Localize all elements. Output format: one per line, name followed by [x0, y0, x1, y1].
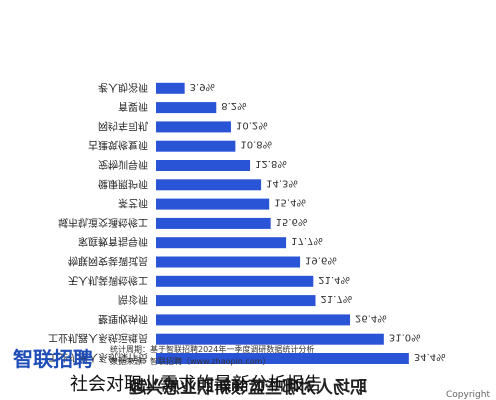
- category-label: 健康照护师: [98, 177, 148, 190]
- bar: [156, 140, 236, 152]
- bar: [156, 295, 316, 307]
- value-label: 34.4%: [414, 351, 446, 362]
- bar: [156, 275, 314, 287]
- value-label: 14.3%: [266, 177, 298, 188]
- value-label: 10.2%: [236, 119, 268, 130]
- bar: [156, 121, 231, 133]
- category-label: 宠物训导师: [98, 158, 148, 171]
- bar: [156, 314, 351, 326]
- value-label: 21.4%: [318, 274, 350, 285]
- value-label: 8.2%: [221, 100, 246, 111]
- bar: [156, 179, 262, 191]
- copyright: Copyright: [446, 390, 490, 400]
- value-label: 17.7%: [291, 235, 323, 246]
- value-label: 15.4%: [274, 197, 306, 208]
- category-label: 物联网安装调试员: [68, 255, 148, 268]
- category-label: 城市轨道交通检修工: [58, 216, 148, 229]
- category-label: 老人助浴师: [98, 81, 148, 94]
- bar: [156, 256, 301, 268]
- bar: [156, 160, 251, 171]
- bar: [156, 198, 270, 210]
- value-label: 31.0%: [389, 332, 421, 343]
- category-label: 网约车司机: [98, 119, 148, 132]
- bar: [156, 333, 384, 345]
- bar: [156, 217, 271, 229]
- caption: 社会对职业需求的最新分析报告: [70, 374, 322, 395]
- category-label: 无人机装调检修工: [68, 274, 148, 287]
- category-label: 陪诊师: [118, 293, 148, 306]
- category-label: 古建筑修复师: [88, 139, 148, 152]
- data-source: 数据来源：智联招聘（www.zhaopin.com）: [110, 357, 271, 366]
- category-label: 整理收纳师: [98, 312, 148, 325]
- category-label: 育婴师: [118, 100, 148, 113]
- value-label: 19.6%: [305, 255, 337, 266]
- bar: [156, 237, 287, 249]
- value-label: 21.7%: [320, 293, 352, 304]
- bar-chart: 工业机器人系统操作员 34.4% 工业机器人系统运维员 31.0% 整理收纳师 26.4%…: [48, 81, 446, 364]
- value-label: 3.9%: [190, 81, 215, 92]
- value-label: 15.6%: [276, 216, 308, 227]
- value-label: 10.8%: [240, 139, 272, 150]
- footer: 智联招聘 统计周期：基于智联招聘2024年一季度调研数据统计分析 数据来源：智联…: [0, 338, 496, 400]
- bar: [156, 353, 409, 364]
- category-label: 工业机器人系统运维员: [48, 332, 148, 345]
- value-label: 12.8%: [255, 158, 287, 169]
- category-label: 工业机器人系统操作员: [48, 351, 148, 364]
- brand-logo: 智联招聘: [13, 346, 93, 371]
- category-label: 家庭教育指导师: [78, 235, 148, 248]
- bar: [156, 82, 185, 94]
- bar: [156, 102, 217, 114]
- value-label: 26.4%: [355, 312, 387, 323]
- category-label: 茶艺师: [118, 197, 148, 210]
- source-note: 统计周期：基于智联招聘2024年一季度调研数据统计分析: [110, 345, 315, 354]
